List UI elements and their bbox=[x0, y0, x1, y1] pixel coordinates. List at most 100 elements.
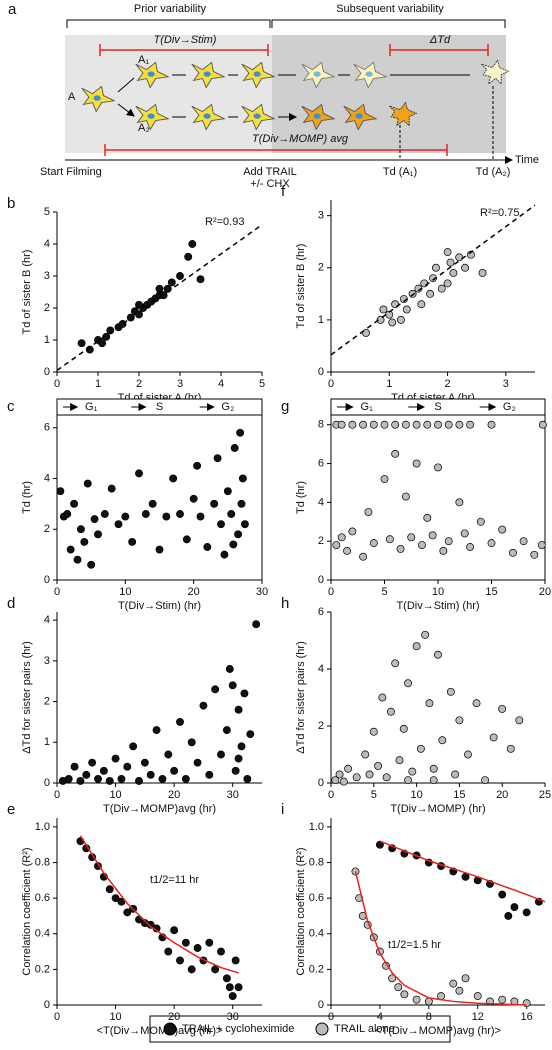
point bbox=[66, 545, 75, 554]
point bbox=[449, 979, 458, 988]
x-tick-label: 20 bbox=[496, 789, 508, 801]
point bbox=[107, 484, 116, 493]
point bbox=[243, 774, 252, 783]
point bbox=[375, 840, 384, 849]
point bbox=[94, 530, 102, 539]
point bbox=[446, 258, 455, 267]
point bbox=[205, 938, 214, 947]
point bbox=[227, 510, 236, 518]
point bbox=[164, 947, 173, 956]
point bbox=[234, 983, 243, 992]
x-tick-label: 20 bbox=[188, 586, 200, 598]
point bbox=[121, 512, 130, 521]
point bbox=[438, 736, 447, 745]
label: Subsequent variability bbox=[336, 3, 444, 15]
point bbox=[455, 253, 464, 262]
point bbox=[193, 944, 202, 952]
point bbox=[396, 544, 405, 553]
panel-label: g bbox=[281, 398, 289, 415]
point bbox=[105, 885, 114, 894]
point bbox=[331, 776, 340, 785]
point bbox=[388, 974, 397, 983]
point bbox=[76, 777, 85, 785]
point bbox=[380, 420, 389, 429]
legend: TRAIL + cycloheximide TRAIL alone bbox=[149, 1015, 451, 1043]
x-tick-label: 5 bbox=[371, 789, 377, 801]
legend-label: TRAIL + cycloheximide bbox=[182, 1023, 294, 1035]
y-tick-label: 6 bbox=[318, 606, 324, 618]
x-tick-label: 16 bbox=[521, 1011, 533, 1023]
point bbox=[498, 995, 507, 1004]
y-axis-label: ΔTd for sister pairs (hr) bbox=[295, 641, 307, 753]
point bbox=[359, 420, 368, 429]
point bbox=[196, 275, 205, 284]
x-tick-label: 1 bbox=[95, 378, 101, 390]
y-axis-label: Td of sister B (hr) bbox=[295, 244, 307, 329]
point bbox=[111, 894, 120, 903]
label: Td (A₁) bbox=[383, 166, 417, 178]
point bbox=[155, 284, 164, 293]
point bbox=[217, 947, 225, 956]
fit-line bbox=[354, 871, 527, 1006]
label: Td (A₂) bbox=[476, 166, 511, 178]
y-tick-label: 3 bbox=[318, 210, 324, 222]
point bbox=[498, 890, 507, 899]
point bbox=[421, 630, 430, 639]
x-tick-label: 4 bbox=[218, 378, 224, 390]
point bbox=[187, 965, 196, 974]
point bbox=[181, 774, 190, 783]
point bbox=[225, 983, 234, 992]
y-tick-label: 2 bbox=[318, 262, 324, 274]
point bbox=[170, 926, 179, 935]
point bbox=[504, 912, 513, 920]
point bbox=[196, 512, 205, 521]
point bbox=[105, 777, 114, 785]
point bbox=[391, 420, 400, 429]
point bbox=[466, 420, 475, 429]
point bbox=[391, 449, 400, 458]
point bbox=[506, 744, 515, 753]
point bbox=[123, 908, 132, 917]
point bbox=[99, 766, 108, 775]
point bbox=[431, 263, 440, 272]
point bbox=[476, 517, 485, 526]
point bbox=[352, 773, 361, 782]
point bbox=[429, 776, 438, 785]
point bbox=[240, 689, 249, 698]
point bbox=[508, 548, 517, 557]
point bbox=[236, 428, 245, 437]
phase-label: G₂ bbox=[221, 401, 234, 413]
point bbox=[434, 463, 442, 472]
point bbox=[158, 774, 167, 783]
point bbox=[408, 767, 417, 776]
label: A₂ bbox=[138, 122, 150, 134]
point bbox=[234, 530, 243, 539]
point bbox=[510, 903, 519, 911]
point bbox=[466, 543, 475, 551]
point bbox=[237, 742, 246, 751]
x-tick-label: 20 bbox=[168, 1011, 180, 1023]
point bbox=[412, 642, 421, 651]
point bbox=[359, 552, 368, 561]
point bbox=[369, 420, 378, 429]
point bbox=[401, 492, 410, 501]
point bbox=[538, 420, 547, 429]
y-tick-label: 1.0 bbox=[35, 821, 50, 833]
legend-label: TRAIL alone bbox=[334, 1023, 395, 1035]
legend-swatch bbox=[315, 1022, 329, 1036]
point bbox=[374, 761, 383, 770]
annotation: t1/2=1.5 hr bbox=[388, 939, 441, 951]
point bbox=[489, 733, 498, 742]
point bbox=[146, 770, 155, 779]
point bbox=[332, 541, 341, 550]
y-tick-label: 2 bbox=[44, 302, 50, 314]
point bbox=[464, 750, 472, 759]
y-tick-label: 0.8 bbox=[309, 856, 324, 868]
point bbox=[487, 420, 496, 429]
point bbox=[77, 339, 86, 348]
label: T(Div→Stim) bbox=[154, 34, 217, 46]
point bbox=[106, 326, 115, 335]
point bbox=[231, 956, 240, 965]
y-tick-label: 6 bbox=[318, 457, 324, 469]
point bbox=[76, 525, 85, 534]
